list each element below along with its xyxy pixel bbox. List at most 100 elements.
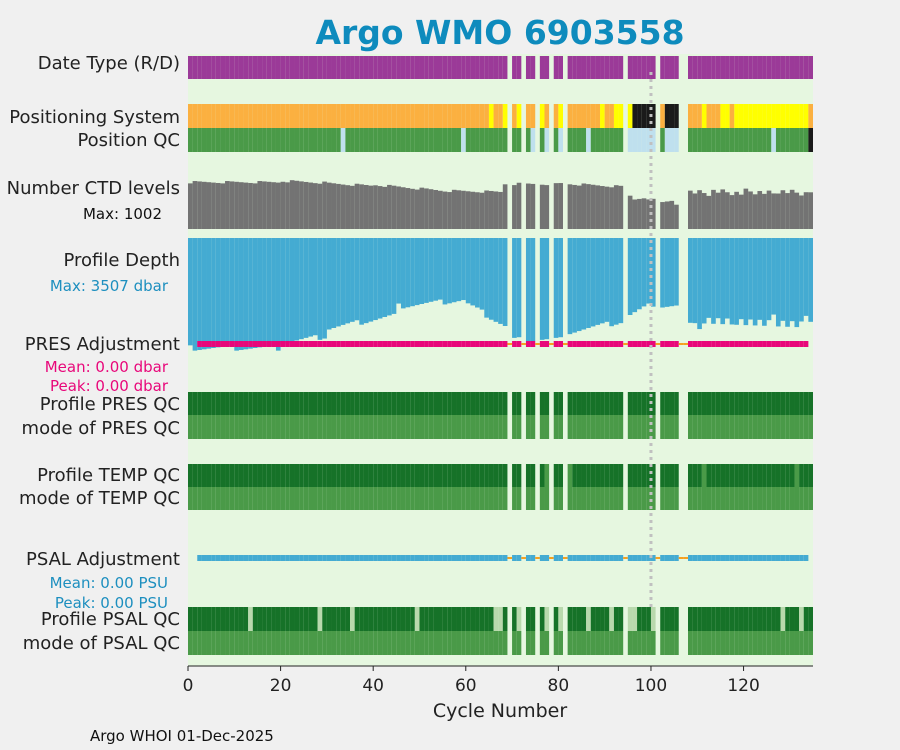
profile-temp-qc-bar — [257, 464, 263, 487]
mode-temp-qc-bar — [331, 487, 337, 510]
profile-pres-qc-bar — [572, 392, 577, 415]
mode-temp-qc-bar — [738, 487, 744, 510]
mode-temp-qc-bar — [789, 487, 795, 510]
mode-pres-qc-bar — [461, 415, 466, 439]
profile-depth-bar — [479, 238, 485, 310]
psal-adjustment-segment — [465, 555, 471, 561]
positioning-system-bar — [451, 104, 457, 128]
positioning-system-bar — [345, 104, 351, 128]
row-label: Profile PSAL QC — [41, 609, 180, 630]
position-qc-bar — [336, 128, 341, 152]
mode-pres-qc-bar — [553, 415, 559, 439]
profile-psal-qc-bar — [220, 607, 226, 631]
positioning-system-bar — [627, 104, 633, 128]
psal-adjustment-segment — [438, 555, 443, 561]
pres-adjustment-gap-mark — [549, 343, 554, 345]
position-qc-bar — [752, 128, 758, 152]
mode-pres-qc-bar — [243, 415, 249, 439]
ctd-levels-bar — [345, 185, 351, 229]
pres-adjustment-segment — [303, 341, 309, 347]
mode-pres-qc-bar — [294, 415, 300, 439]
profile-temp-qc-bar — [525, 464, 531, 487]
mode-psal-qc-bar — [345, 631, 351, 655]
profile-depth-bar — [229, 238, 235, 346]
ctd-levels-bar — [197, 181, 202, 229]
mode-psal-qc-bar — [470, 631, 476, 655]
profile-psal-qc-bar — [322, 607, 327, 631]
date-type-bar — [405, 56, 411, 79]
ctd-levels-bar — [308, 182, 313, 229]
mode-psal-qc-bar — [229, 631, 235, 655]
date-type-bar — [331, 56, 337, 79]
mode-temp-qc-bar — [613, 487, 619, 510]
profile-pres-qc-bar — [331, 392, 337, 415]
psal-adjustment-segment — [433, 555, 438, 561]
ctd-levels-bar — [706, 195, 712, 229]
profile-pres-qc-bar — [488, 392, 494, 415]
profile-pres-qc-bar — [262, 392, 267, 415]
psal-adjustment-segment — [488, 555, 494, 561]
positioning-system-bar — [350, 104, 355, 128]
profile-psal-qc-bar — [410, 607, 415, 631]
psal-adjustment-segment — [442, 555, 448, 561]
mode-psal-qc-bar — [785, 631, 790, 655]
pres-adjustment-gap-mark — [563, 343, 568, 345]
ctd-levels-bar — [285, 182, 290, 229]
x-tick-label: 120 — [727, 676, 759, 696]
profile-pres-qc-bar — [294, 392, 300, 415]
profile-temp-qc-bar — [572, 464, 577, 487]
ctd-levels-bar — [484, 190, 489, 229]
position-qc-bar — [470, 128, 476, 152]
profile-depth-bar — [206, 238, 212, 349]
ctd-levels-bar — [410, 188, 415, 229]
psal-adjustment-segment — [674, 555, 679, 561]
profile-psal-qc-bar — [516, 607, 522, 631]
psal-adjustment-segment — [299, 555, 304, 561]
profile-pres-qc-bar — [266, 392, 272, 415]
profile-pres-qc-bar — [738, 392, 744, 415]
ctd-levels-bar — [789, 189, 795, 229]
position-qc-bar — [785, 128, 790, 152]
ctd-levels-bar — [738, 194, 744, 229]
profile-psal-qc-bar — [674, 607, 679, 631]
psal-adjustment-segment — [405, 555, 411, 561]
profile-depth-bar — [632, 238, 638, 313]
positioning-system-bar — [641, 104, 647, 128]
pres-adjustment-segment — [400, 341, 406, 347]
positioning-system-bar — [428, 104, 434, 128]
profile-psal-qc-bar — [613, 607, 619, 631]
position-qc-bar — [632, 128, 638, 152]
mode-psal-qc-bar — [711, 631, 716, 655]
psal-adjustment-segment — [414, 555, 420, 561]
profile-pres-qc-bar — [493, 392, 499, 415]
position-qc-bar — [600, 128, 605, 152]
profile-psal-qc-bar — [470, 607, 476, 631]
date-type-bar — [780, 56, 786, 79]
profile-temp-qc-bar — [715, 464, 721, 487]
profile-depth-bar — [539, 238, 545, 340]
pres-adjustment-segment — [359, 341, 364, 347]
mode-temp-qc-bar — [734, 487, 739, 510]
profile-pres-qc-bar — [433, 392, 438, 415]
ctd-levels-bar — [757, 191, 763, 229]
date-type-bar — [229, 56, 235, 79]
psal-adjustment-segment — [604, 555, 610, 561]
positioning-system-bar — [243, 104, 249, 128]
position-qc-bar — [382, 128, 388, 152]
pres-adjustment-segment — [308, 341, 313, 347]
positioning-system-bar — [382, 104, 388, 128]
profile-pres-qc-bar — [752, 392, 758, 415]
mode-pres-qc-bar — [572, 415, 577, 439]
profile-pres-qc-bar — [238, 392, 244, 415]
profile-depth-bar — [428, 238, 434, 302]
mode-psal-qc-bar — [350, 631, 355, 655]
positioning-system-bar — [586, 104, 591, 128]
profile-psal-qc-bar — [752, 607, 758, 631]
profile-pres-qc-bar — [669, 392, 675, 415]
profile-pres-qc-bar — [530, 392, 536, 415]
ctd-levels-bar — [512, 185, 517, 229]
psal-adjustment-segment — [609, 555, 614, 561]
mode-temp-qc-bar — [326, 487, 332, 510]
psal-adjustment-segment — [289, 555, 295, 561]
pres-adjustment-segment — [493, 341, 499, 347]
